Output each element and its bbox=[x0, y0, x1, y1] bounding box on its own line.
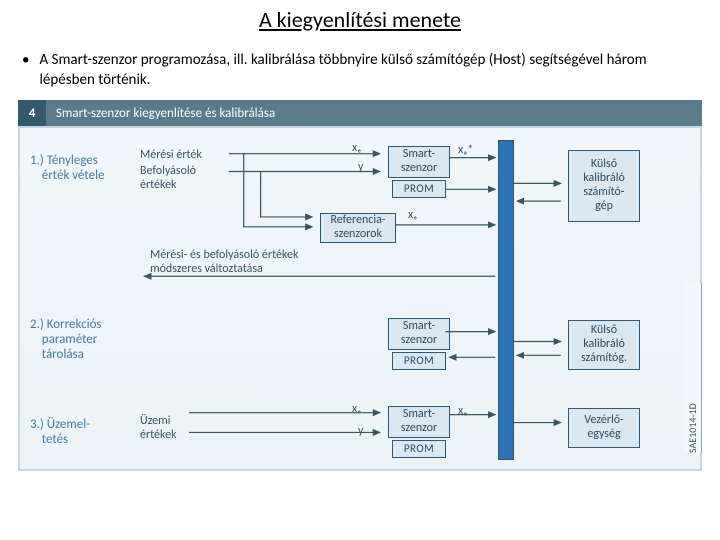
sym-xe-1: xₑ bbox=[352, 141, 361, 155]
bullet-dot: • bbox=[22, 51, 29, 90]
label-uzemi: Üzemi értékek bbox=[140, 414, 177, 443]
label-meresi: Mérési érték bbox=[140, 148, 202, 162]
figure: 4 Smart-szenzor kiegyenlítése és kalibrá… bbox=[0, 100, 720, 471]
label-meresbef: Mérési- és befolyásoló értékek módszeres… bbox=[150, 248, 298, 277]
bullet-text: A Smart-szenzor programozása, ill. kalib… bbox=[39, 51, 698, 90]
figure-header: 4 Smart-szenzor kiegyenlítése és kalibrá… bbox=[18, 100, 702, 126]
bullet-row: • A Smart-szenzor programozása, ill. kal… bbox=[0, 33, 720, 100]
node-smart-3: Smart- szenzor bbox=[388, 406, 450, 438]
node-prom-3: PROM bbox=[392, 440, 446, 458]
node-kulso-2: Külső kalibráló számítóg. bbox=[568, 320, 640, 370]
step-1-label: 1.) Tényleges érték vétele bbox=[30, 154, 105, 184]
sym-xe-3: xₑ bbox=[352, 402, 361, 416]
sym-y-1: y bbox=[358, 160, 363, 174]
step-2-label: 2.) Korrekciós paraméter tárolása bbox=[30, 318, 102, 363]
figure-caption: Smart-szenzor kiegyenlítése és kalibrálá… bbox=[56, 106, 275, 121]
node-smart-1: Smart- szenzor bbox=[388, 146, 450, 178]
figure-number: 4 bbox=[18, 100, 46, 126]
sym-xe-ref: xₑ bbox=[408, 208, 417, 222]
sym-xe-3r: xₑ bbox=[458, 404, 467, 418]
node-prom-2: PROM bbox=[392, 352, 446, 370]
page-title: A kiegyenlítési menete bbox=[0, 0, 720, 33]
node-smart-2: Smart- szenzor bbox=[388, 318, 450, 350]
node-vezerlo: Vezérlő- egység bbox=[568, 408, 640, 448]
node-prom-1: PROM bbox=[392, 180, 446, 198]
sym-xa: xₐ* bbox=[458, 143, 473, 157]
node-kulso-1: Külső kalibráló számító- gép bbox=[568, 150, 640, 222]
sae-code: SAE1014-1D bbox=[684, 283, 702, 453]
figure-body: 1.) Tényleges érték vétele 2.) Korrekció… bbox=[18, 126, 702, 471]
node-ref: Referencia- szenzorok bbox=[320, 213, 396, 243]
step-3-label: 3.) Üzemel- tetés bbox=[30, 418, 90, 448]
vertical-bus-bar bbox=[498, 140, 514, 460]
label-befolyasolo: Befolyásoló értékek bbox=[140, 164, 196, 193]
sym-y-3: y bbox=[358, 424, 363, 438]
